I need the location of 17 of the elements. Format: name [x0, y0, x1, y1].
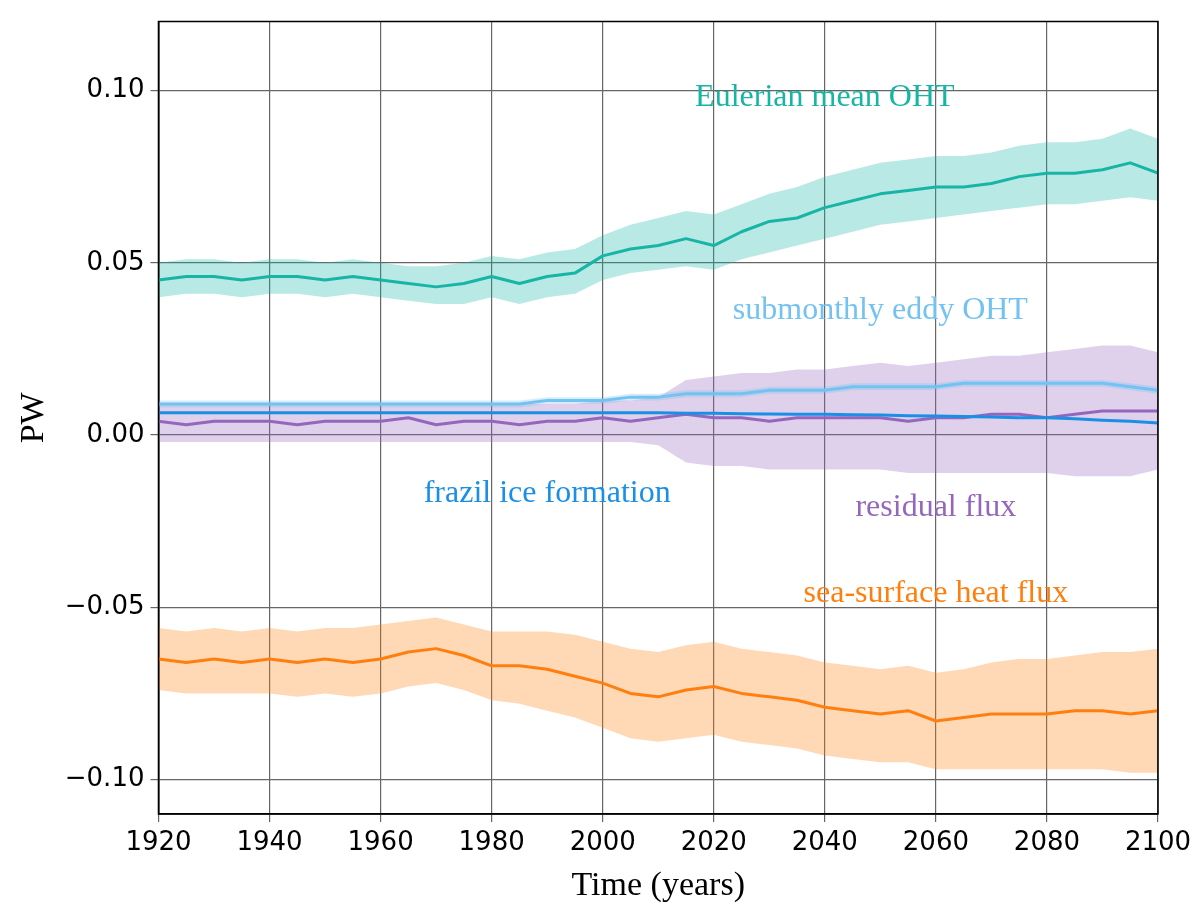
x-tick-label: 1920: [125, 826, 192, 857]
x-tick-label: 2000: [569, 826, 636, 857]
y-tick-label: 0.05: [86, 245, 145, 276]
y-tick-label: 0.00: [86, 417, 145, 448]
x-tick-label: 2040: [791, 826, 858, 857]
x-axis-title: Time (years): [571, 864, 745, 903]
x-tick-label: 1980: [458, 826, 525, 857]
x-tick-label: 1960: [347, 826, 414, 857]
y-axis-title: PW: [13, 391, 51, 444]
x-tick-label: 2080: [1013, 826, 1081, 857]
y-tick-label: −0.05: [64, 590, 145, 621]
y-tick-label: 0.10: [86, 73, 145, 104]
x-tick-label: 2020: [680, 826, 747, 857]
x-tick-label: 2060: [902, 826, 969, 857]
x-tick-label: 1940: [236, 826, 303, 857]
x-tick-label: 2100: [1124, 826, 1192, 857]
y-tick-label: −0.10: [64, 762, 145, 793]
